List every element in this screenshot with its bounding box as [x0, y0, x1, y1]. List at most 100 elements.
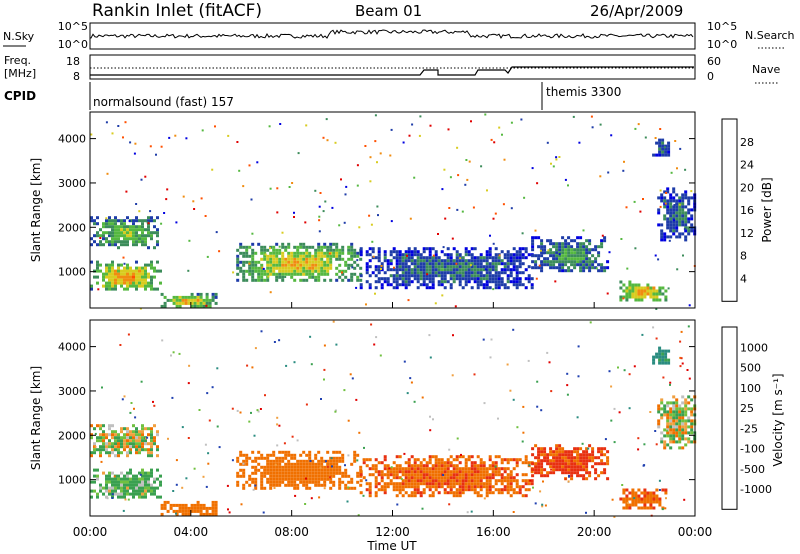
data-cell-6 [634, 500, 638, 504]
data-cell-4 [428, 268, 432, 272]
data-cell-7 [669, 416, 673, 420]
data-cell-0 [96, 216, 99, 220]
scatter-point [673, 204, 676, 206]
data-cell-3 [341, 456, 345, 460]
data-cell-4 [410, 259, 414, 263]
data-cell-6 [640, 289, 644, 293]
data-cell-4 [401, 467, 405, 471]
data-cell-7 [678, 223, 682, 227]
data-cell-2 [172, 503, 176, 507]
data-cell-4 [530, 479, 534, 483]
data-cell-5 [564, 251, 568, 255]
data-cell-5 [570, 456, 574, 460]
data-cell-1 [135, 272, 138, 276]
scatter-point [683, 498, 686, 501]
data-cell-5 [573, 239, 577, 243]
data-cell-1 [141, 480, 144, 484]
data-cell-1 [93, 480, 96, 484]
data-cell-5 [573, 257, 577, 261]
data-cell-7 [681, 211, 685, 215]
scatter-point [171, 396, 174, 399]
data-cell-3 [278, 260, 282, 264]
data-cell-3 [287, 474, 291, 478]
data-cell-3 [338, 251, 342, 255]
data-cell-0 [153, 231, 156, 235]
data-cell-4 [413, 485, 417, 489]
scatter-point [418, 134, 421, 137]
data-cell-4 [455, 253, 459, 257]
data-cell-6 [634, 286, 638, 290]
data-cell-7 [660, 413, 664, 417]
data-cell-3 [236, 257, 240, 261]
data-cell-7 [678, 431, 682, 435]
data-cell-6 [637, 506, 641, 510]
data-cell-0 [129, 439, 132, 443]
data-cell-3 [266, 272, 270, 276]
data-cell-4 [452, 268, 456, 272]
data-cell-4 [506, 262, 510, 266]
scatter-point [658, 489, 661, 491]
data-cell-6 [649, 506, 653, 510]
data-cell-3 [281, 272, 285, 276]
data-cell-5 [582, 269, 586, 273]
data-cell-1 [138, 480, 141, 484]
data-cell-4 [506, 286, 510, 290]
data-cell-0 [135, 240, 138, 244]
data-cell-5 [543, 450, 547, 454]
data-cell-4 [431, 247, 435, 251]
data-cell-0 [147, 234, 150, 238]
data-cell-0 [114, 237, 117, 241]
data-cell-4 [398, 262, 402, 266]
data-cell-7 [684, 214, 688, 218]
scatter-point [205, 485, 208, 488]
data-cell-3 [314, 278, 318, 282]
data-cell-3 [320, 263, 324, 267]
data-cell-3 [272, 266, 276, 270]
data-cell-1 [90, 495, 93, 499]
scatter-point [374, 140, 377, 143]
data-cell-1 [129, 492, 132, 496]
data-cell-2 [196, 295, 200, 299]
data-cell-4 [404, 461, 408, 465]
data-cell-4 [467, 467, 471, 471]
data-cell-7 [678, 211, 682, 215]
data-cell-2 [187, 506, 191, 510]
data-cell-4 [524, 488, 528, 492]
data-cell-3 [314, 263, 318, 267]
data-cell-4 [452, 464, 456, 468]
data-cell-5 [537, 468, 541, 472]
data-cell-4 [458, 259, 462, 263]
data-cell-4 [392, 247, 396, 251]
data-cell-0 [105, 219, 108, 223]
scatter-point [456, 208, 459, 211]
data-cell-4 [467, 476, 471, 480]
data-cell-3 [281, 465, 285, 469]
scatter-point [492, 242, 495, 245]
data-cell-4 [464, 262, 468, 266]
data-cell-3 [287, 263, 291, 267]
data-cell-4 [368, 491, 372, 495]
data-cell-3 [326, 269, 330, 273]
power-plot-area [90, 112, 695, 308]
data-cell-3 [359, 278, 363, 282]
data-cell-4 [524, 458, 528, 462]
scatter-point [687, 325, 690, 328]
data-cell-4 [404, 473, 408, 477]
data-cell-7 [687, 232, 691, 236]
data-cell-4 [371, 464, 375, 468]
data-cell-4 [500, 250, 504, 254]
data-cell-3 [347, 480, 351, 484]
scatter-point [356, 459, 359, 462]
data-cell-7 [669, 410, 673, 414]
data-cell-5 [555, 453, 559, 457]
data-cell-3 [290, 254, 294, 258]
data-cell-4 [440, 250, 444, 254]
data-cell-3 [323, 242, 327, 246]
scatter-point [655, 337, 658, 340]
data-cell-0 [135, 451, 138, 455]
data-cell-4 [401, 473, 405, 477]
scatter-point [396, 503, 399, 506]
data-cell-6 [628, 283, 632, 287]
data-cell-7 [666, 443, 670, 447]
data-cell-0 [150, 430, 153, 434]
